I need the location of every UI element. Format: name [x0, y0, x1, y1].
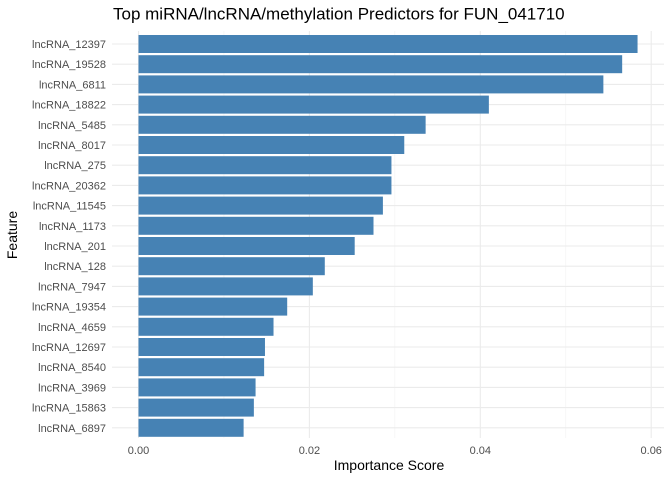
y-tick-label: lncRNA_6897 — [38, 423, 106, 435]
y-tick-label: lncRNA_12397 — [32, 39, 106, 51]
bar — [138, 156, 392, 175]
y-tick-label: lncRNA_19354 — [32, 302, 106, 314]
y-axis-tick-labels: lncRNA_12397 lncRNA_19528 lncRNA_6811 lncRN… — [32, 39, 106, 435]
y-tick-label: lncRNA_201 — [44, 241, 106, 253]
x-tick-label: 0.00 — [128, 445, 149, 457]
x-axis-title: Importance Score — [334, 457, 445, 473]
bar — [138, 196, 383, 215]
y-axis-title: Feature — [4, 211, 20, 259]
x-tick-label: 0.02 — [299, 445, 320, 457]
bar — [138, 55, 623, 74]
bar — [138, 338, 265, 356]
y-tick-label: lncRNA_15863 — [32, 403, 106, 415]
y-tick-label: lncRNA_12697 — [32, 342, 106, 354]
y-tick-label: lncRNA_6811 — [39, 79, 106, 91]
x-axis-tick-labels: 0.00 0.02 0.04 0.06 — [128, 445, 662, 457]
y-tick-label: lncRNA_18822 — [32, 100, 106, 112]
y-tick-label: lncRNA_128 — [44, 261, 106, 273]
y-tick-label: lncRNA_19528 — [32, 59, 106, 71]
chart-title: Top miRNA/lncRNA/methylation Predictors … — [113, 5, 565, 24]
y-tick-label: lncRNA_3969 — [38, 382, 106, 394]
x-tick-label: 0.06 — [641, 445, 662, 457]
bars — [138, 35, 638, 437]
bar — [138, 297, 288, 316]
bar — [138, 418, 244, 437]
bar — [138, 35, 638, 53]
bar — [138, 115, 426, 134]
bar — [138, 176, 392, 195]
bar — [138, 257, 325, 276]
y-tick-label: lncRNA_5485 — [38, 120, 106, 132]
bar — [138, 358, 265, 377]
y-tick-label: lncRNA_275 — [44, 160, 106, 172]
y-tick-label: lncRNA_4659 — [38, 322, 106, 334]
bar — [138, 398, 254, 417]
y-tick-label: lncRNA_8017 — [38, 140, 106, 152]
y-tick-label: lncRNA_1173 — [39, 221, 106, 233]
bar — [138, 216, 374, 235]
bar — [138, 75, 604, 94]
y-tick-label: lncRNA_8540 — [38, 362, 106, 374]
y-tick-label: lncRNA_20362 — [32, 180, 106, 192]
y-tick-label: lncRNA_11545 — [33, 201, 106, 213]
bar — [138, 317, 274, 336]
y-tick-label: lncRNA_7947 — [38, 281, 106, 293]
bar — [138, 378, 256, 397]
bar — [138, 136, 405, 154]
bar — [138, 277, 313, 296]
bar — [138, 95, 489, 114]
x-tick-label: 0.04 — [470, 445, 491, 457]
bar — [138, 237, 355, 255]
